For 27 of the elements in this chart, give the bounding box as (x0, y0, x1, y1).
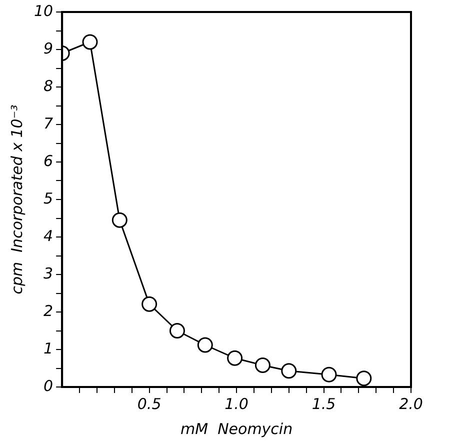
point (227, 350, 243, 366)
point (281, 363, 297, 379)
y-axis-title: cpm Incorporated x 10⁻³ (8, 104, 26, 294)
y-tick-label: 3 (44, 264, 54, 282)
y-tick-label: 9 (44, 39, 54, 58)
point (321, 366, 337, 382)
y-tick-label: 10 (34, 2, 54, 20)
y-tick-label: 2 (44, 302, 54, 320)
y-tick-label: 6 (44, 152, 54, 170)
y-tick-label: 7 (44, 114, 54, 132)
point (169, 323, 185, 338)
y-tick-label: 1 (44, 339, 54, 358)
x-axis-title: mM Neomycin (180, 420, 293, 438)
y-tick-label: 5 (44, 189, 54, 208)
point (142, 296, 158, 312)
x-tick-label: 1.0 (224, 394, 248, 413)
point (82, 34, 98, 50)
point (254, 358, 270, 373)
x-tick-label: 2.0 (399, 394, 423, 413)
x-tick-label: 1.5 (312, 394, 336, 413)
y-tick-label: 4 (44, 226, 54, 245)
y-tick-label: 8 (44, 76, 54, 95)
point (112, 212, 128, 228)
point (356, 370, 372, 386)
point (197, 337, 213, 353)
y-tick-label: 0 (44, 376, 54, 395)
x-tick-label: 0.5 (137, 394, 162, 413)
